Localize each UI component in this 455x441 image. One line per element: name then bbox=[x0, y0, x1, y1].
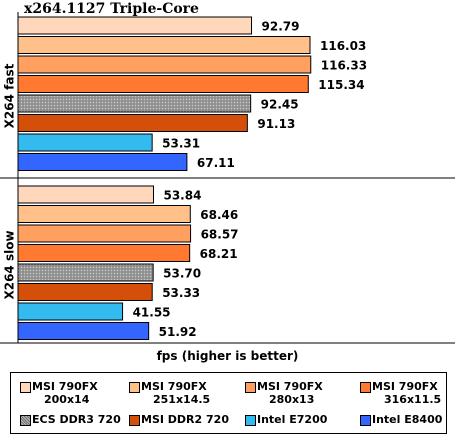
bar bbox=[17, 16, 253, 35]
bar bbox=[17, 185, 154, 204]
bar bbox=[17, 153, 188, 171]
legend-item: MSI DDR2 720 bbox=[129, 413, 237, 441]
bar bbox=[17, 133, 153, 152]
legend-label: Intel E7200 bbox=[257, 413, 328, 426]
data-label: 53.31 bbox=[162, 137, 200, 151]
bar bbox=[17, 205, 191, 223]
legend-item: MSI 790FX 280x13 bbox=[245, 380, 353, 408]
data-label: 53.33 bbox=[162, 286, 200, 300]
chart-title: x264.1127 Triple-Core bbox=[24, 1, 199, 17]
data-label: 68.57 bbox=[201, 228, 239, 242]
legend-item: Intel E8400 bbox=[360, 413, 455, 441]
legend-label: Intel E8400 bbox=[372, 413, 443, 426]
legend-label: ECS DDR3 720 bbox=[32, 413, 121, 426]
group-label: X264 fast bbox=[3, 63, 17, 128]
data-label: 115.34 bbox=[318, 78, 364, 92]
legend-swatch bbox=[245, 415, 256, 426]
legend-item: MSI 790FX 251x14.5 bbox=[129, 380, 237, 408]
data-label: 92.45 bbox=[261, 98, 299, 112]
data-label: 91.13 bbox=[257, 117, 295, 131]
legend: MSI 790FX 200x14 MSI 790FX 251x14.5 MSI 790F… bbox=[10, 372, 447, 434]
bar bbox=[17, 224, 192, 243]
legend-label: MSI 790FX 200x14 bbox=[32, 380, 98, 406]
bar bbox=[17, 322, 150, 340]
data-label: 68.46 bbox=[200, 208, 238, 222]
bar bbox=[17, 244, 191, 262]
legend-swatch bbox=[129, 382, 140, 393]
legend-swatch bbox=[129, 415, 140, 426]
bar bbox=[17, 75, 309, 93]
bar bbox=[17, 114, 248, 132]
bar bbox=[17, 302, 124, 321]
legend-item: ECS DDR3 720 bbox=[20, 413, 128, 441]
bar bbox=[17, 94, 252, 113]
legend-swatch bbox=[360, 382, 371, 393]
bar bbox=[17, 55, 312, 74]
data-label: 53.70 bbox=[163, 267, 201, 281]
legend-label: MSI 790FX 251x14.5 bbox=[141, 380, 211, 406]
group-label: X264 slow bbox=[3, 230, 17, 299]
legend-label: MSI 790FX 316x11.5 bbox=[372, 380, 442, 406]
bar bbox=[17, 263, 154, 282]
bar bbox=[17, 36, 311, 54]
legend-swatch bbox=[245, 382, 256, 393]
bar bbox=[17, 283, 153, 301]
data-label: 92.79 bbox=[262, 20, 300, 34]
legend-swatch bbox=[20, 382, 31, 393]
data-label: 116.33 bbox=[321, 59, 367, 73]
legend-item: Intel E7200 bbox=[245, 413, 353, 441]
data-label: 53.84 bbox=[163, 189, 201, 203]
legend-label: MSI 790FX 280x13 bbox=[257, 380, 323, 406]
data-label: 67.11 bbox=[197, 156, 235, 170]
bar-chart: X264 fast 92.79 116.03 116.33 115.34 92.45 91.… bbox=[0, 12, 455, 344]
legend-item: MSI 790FX 200x14 bbox=[20, 380, 128, 408]
data-label: 51.92 bbox=[159, 325, 197, 339]
x-axis-label: fps (higher is better) bbox=[156, 349, 299, 363]
data-label: 41.55 bbox=[133, 306, 171, 320]
legend-label: MSI DDR2 720 bbox=[141, 413, 229, 426]
legend-swatch bbox=[20, 415, 31, 426]
data-label: 116.03 bbox=[320, 39, 366, 53]
legend-item: MSI 790FX 316x11.5 bbox=[360, 380, 455, 408]
legend-swatch bbox=[360, 415, 371, 426]
data-label: 68.21 bbox=[200, 247, 238, 261]
